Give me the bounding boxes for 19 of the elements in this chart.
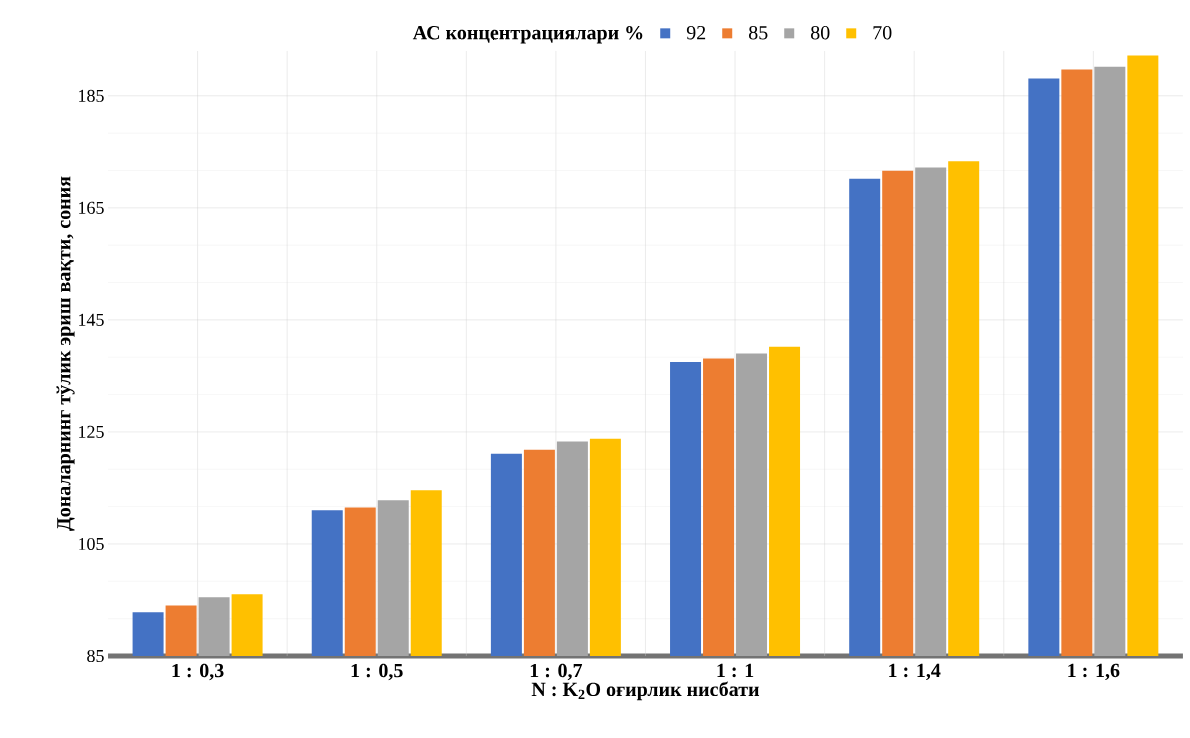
x-tick-label: 1 : 0,5 [351, 663, 403, 681]
x-tick-label: 1 : 1,4 [889, 663, 941, 681]
y-tick-label: 85 [87, 649, 104, 663]
legend-title: АС концентрациялари % [412, 25, 643, 44]
y-tick-label: 125 [79, 425, 104, 438]
legend-label: 70 [873, 25, 892, 40]
x-tick-label: 1 : 1 [717, 663, 754, 678]
x-axis-title: N : K$_{2}$O оғирлик нисбати [531, 681, 760, 701]
y-tick-label: 185 [79, 89, 104, 102]
y-tick-label: 165 [79, 201, 104, 214]
x-tick-label: 1 : 1,6 [1068, 663, 1120, 681]
x-tick-label: 1 : 0,7 [530, 663, 583, 681]
x-tick-label: 1 : 0,3 [172, 663, 224, 681]
legend-label: 92 [686, 25, 706, 40]
y-tick-label: 105 [79, 537, 104, 551]
y-axis-title: Доналарнинг тўлик эриш вақти, сония [56, 176, 75, 531]
legend-label: 85 [748, 25, 768, 40]
legend-label: 80 [810, 25, 830, 40]
y-tick-label: 145 [79, 313, 104, 326]
